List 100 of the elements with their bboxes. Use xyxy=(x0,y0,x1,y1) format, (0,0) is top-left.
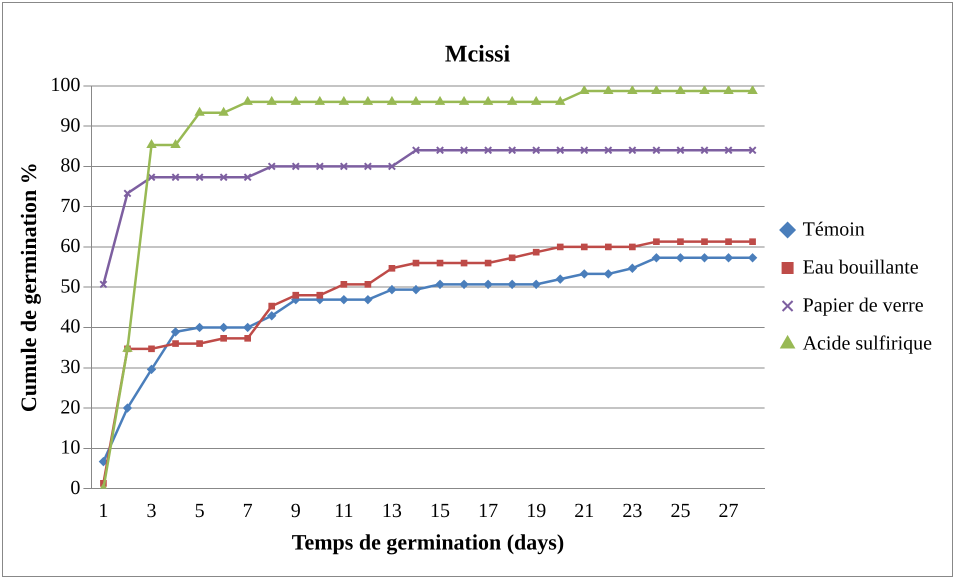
point xyxy=(483,96,493,105)
point xyxy=(195,173,204,182)
x-tick-label: 11 xyxy=(334,500,354,522)
point xyxy=(628,146,637,154)
point xyxy=(460,260,468,266)
point xyxy=(218,107,228,116)
point xyxy=(508,254,516,262)
point xyxy=(748,86,758,94)
point xyxy=(556,146,564,154)
point xyxy=(290,96,301,105)
point xyxy=(194,107,204,116)
y-axis-title: Cumule de germination % xyxy=(16,162,41,412)
point xyxy=(556,274,565,284)
y-tick-label: 10 xyxy=(60,436,80,459)
x-tick-label: 1 xyxy=(98,500,108,522)
point xyxy=(339,295,348,304)
point xyxy=(725,238,732,246)
point xyxy=(652,253,661,262)
point xyxy=(603,86,614,94)
point xyxy=(388,162,396,171)
point xyxy=(484,146,492,154)
point xyxy=(748,146,757,154)
x-tick-label: 27 xyxy=(718,500,739,522)
x-tick-label: 21 xyxy=(574,500,594,522)
point xyxy=(171,173,180,182)
y-tick-label: 30 xyxy=(60,356,80,378)
point xyxy=(387,285,396,294)
point xyxy=(724,146,733,154)
point xyxy=(436,280,445,289)
point xyxy=(171,327,180,336)
point xyxy=(460,280,469,289)
point xyxy=(340,162,348,171)
point xyxy=(508,146,516,154)
point xyxy=(700,86,710,94)
x-tick-label: 17 xyxy=(478,500,498,522)
point xyxy=(316,292,324,299)
point xyxy=(122,404,132,413)
point xyxy=(243,173,252,182)
y-tick-label: 40 xyxy=(60,316,80,338)
x-tick-label: 23 xyxy=(622,500,642,522)
point xyxy=(459,96,469,105)
point xyxy=(436,146,444,154)
point xyxy=(532,280,541,289)
x-tick-label: 3 xyxy=(146,500,157,522)
point xyxy=(170,140,180,148)
point xyxy=(507,96,517,105)
x-tick-label: 5 xyxy=(194,500,205,522)
point xyxy=(267,311,276,320)
point xyxy=(172,340,179,347)
point xyxy=(484,280,493,289)
point xyxy=(749,238,756,246)
point xyxy=(555,96,566,105)
point xyxy=(701,238,708,246)
point xyxy=(243,322,252,332)
legend-label: Papier de verre xyxy=(802,294,924,316)
point xyxy=(628,264,637,273)
point xyxy=(316,162,324,171)
point xyxy=(268,162,276,171)
y-tick-label: 100 xyxy=(50,74,80,96)
point xyxy=(196,340,203,347)
y-tick-label: 80 xyxy=(60,154,80,177)
point xyxy=(700,146,709,154)
x-tick-label: 13 xyxy=(382,500,402,522)
point xyxy=(460,146,468,154)
y-tick-label: 90 xyxy=(60,114,80,136)
point xyxy=(412,146,420,154)
point xyxy=(580,146,588,154)
point xyxy=(314,96,325,105)
point xyxy=(604,269,613,278)
point xyxy=(436,260,444,266)
point xyxy=(339,96,349,105)
point xyxy=(292,292,300,299)
point xyxy=(532,248,540,256)
point xyxy=(147,364,156,374)
point xyxy=(146,140,156,148)
point xyxy=(556,244,564,250)
point xyxy=(99,280,108,289)
point xyxy=(387,96,397,105)
point xyxy=(148,346,155,352)
point xyxy=(195,322,204,332)
point xyxy=(484,260,492,266)
point xyxy=(677,238,684,246)
x-tick-label: 7 xyxy=(242,500,253,522)
point xyxy=(363,295,372,304)
point xyxy=(629,244,636,250)
point xyxy=(748,253,758,262)
point xyxy=(363,96,373,105)
legend-label: Eau bouillante xyxy=(802,256,919,278)
point xyxy=(123,189,132,198)
point xyxy=(266,96,277,105)
chart-title: Mcissi xyxy=(444,42,510,68)
point xyxy=(244,335,252,342)
point xyxy=(531,96,542,105)
point xyxy=(532,146,540,154)
point xyxy=(242,96,253,105)
point xyxy=(412,260,420,266)
point xyxy=(580,244,588,250)
x-tick-label: 9 xyxy=(290,500,301,522)
y-tick-label: 70 xyxy=(60,194,80,217)
point xyxy=(604,244,612,250)
